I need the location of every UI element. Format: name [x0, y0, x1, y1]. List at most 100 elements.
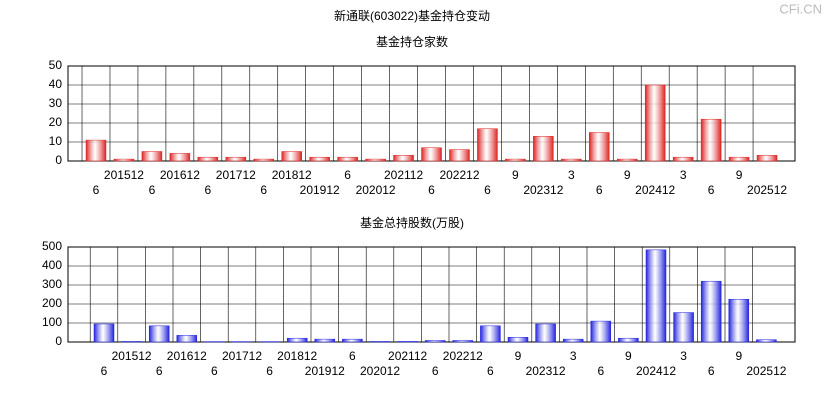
plot-frame	[67, 65, 796, 162]
x-tick-label: 3	[680, 168, 687, 182]
bar	[507, 337, 529, 343]
x-tick-label: 3	[680, 349, 687, 363]
x-tick-label: 6	[93, 183, 100, 197]
bar	[673, 312, 694, 343]
x-tick-label: 9	[624, 168, 631, 182]
chart-title: 基金总持股数(万股)	[360, 215, 464, 230]
y-tick-label: 40	[49, 77, 63, 91]
bar	[756, 155, 778, 162]
x-tick-label: 201612	[160, 168, 200, 182]
x-tick-label: 202012	[360, 364, 400, 378]
x-tick-label: 9	[625, 349, 632, 363]
y-tick-label: 20	[49, 115, 63, 129]
bar	[700, 118, 722, 162]
bar	[480, 325, 501, 343]
bar	[314, 338, 336, 343]
bar	[309, 156, 330, 162]
x-tick-label: 6	[204, 183, 211, 197]
x-tick-label: 6	[597, 364, 604, 378]
bar	[533, 136, 554, 162]
x-tick-label: 202512	[747, 183, 787, 197]
x-tick-label: 9	[736, 168, 743, 182]
x-tick-label: 201612	[167, 349, 207, 363]
bar	[672, 156, 694, 162]
x-tick-label: 202412	[635, 183, 675, 197]
x-tick-label: 6	[149, 183, 156, 197]
bar	[225, 156, 247, 162]
bar	[197, 156, 219, 162]
bar	[424, 340, 446, 343]
bar	[421, 147, 442, 162]
bar	[113, 158, 135, 162]
y-tick-label: 0	[55, 334, 62, 348]
bar	[369, 341, 391, 343]
bar	[397, 341, 418, 343]
bar	[728, 299, 750, 343]
y-tick-label: 100	[42, 315, 62, 329]
bar	[393, 155, 414, 162]
y-tick-label: 200	[42, 296, 62, 310]
watermark: CFi.CN	[779, 1, 822, 16]
x-tick-label: 201912	[305, 364, 345, 378]
bar	[535, 323, 556, 343]
x-tick-label: 201812	[272, 168, 312, 182]
bar	[286, 337, 308, 343]
bar	[121, 341, 142, 343]
bar	[561, 158, 582, 162]
bar	[700, 280, 722, 343]
bar	[141, 151, 163, 162]
x-tick-label: 6	[432, 364, 439, 378]
bar	[756, 339, 777, 343]
y-tick-label: 50	[49, 58, 63, 72]
x-tick-label: 201912	[300, 183, 340, 197]
x-tick-label: 6	[211, 364, 218, 378]
x-tick-label: 6	[487, 364, 494, 378]
bar	[562, 338, 584, 343]
bar	[253, 158, 275, 162]
x-tick-label: 3	[568, 168, 575, 182]
bar	[169, 153, 191, 162]
x-tick-label: 6	[156, 364, 163, 378]
x-tick-label: 201512	[104, 168, 144, 182]
bar	[728, 156, 750, 162]
bar	[645, 249, 667, 343]
x-tick-label: 6	[596, 183, 603, 197]
bar	[93, 323, 115, 343]
x-tick-label: 9	[515, 349, 522, 363]
bar	[477, 128, 498, 162]
x-tick-label: 6	[101, 364, 108, 378]
bar	[589, 132, 610, 162]
bar	[337, 156, 358, 162]
bar	[365, 158, 386, 162]
y-tick-label: 300	[42, 277, 62, 291]
x-tick-label: 201512	[112, 349, 152, 363]
bar	[505, 158, 526, 162]
x-tick-label: 6	[428, 183, 435, 197]
x-tick-label: 3	[570, 349, 577, 363]
x-tick-label: 202012	[356, 183, 396, 197]
y-tick-label: 400	[42, 258, 62, 272]
y-tick-label: 30	[49, 96, 63, 110]
x-tick-label: 6	[266, 364, 273, 378]
x-tick-label: 6	[344, 168, 351, 182]
x-tick-label: 6	[708, 183, 715, 197]
y-tick-label: 0	[55, 153, 62, 167]
x-tick-label: 9	[512, 168, 519, 182]
x-tick-label: 201712	[216, 168, 256, 182]
x-tick-label: 202512	[746, 364, 786, 378]
bar	[176, 335, 198, 343]
bar	[148, 325, 170, 343]
x-tick-label: 201712	[222, 349, 262, 363]
bar	[342, 338, 363, 343]
bar	[618, 337, 639, 343]
x-tick-label: 6	[349, 349, 356, 363]
bar	[644, 84, 666, 162]
x-tick-label: 202312	[523, 183, 563, 197]
x-tick-label: 202212	[439, 168, 479, 182]
x-tick-label: 202112	[384, 168, 423, 182]
bar	[449, 149, 470, 162]
x-tick-label: 6	[708, 364, 715, 378]
x-tick-label: 6	[484, 183, 491, 197]
x-tick-label: 202212	[443, 349, 483, 363]
bar	[85, 139, 107, 162]
